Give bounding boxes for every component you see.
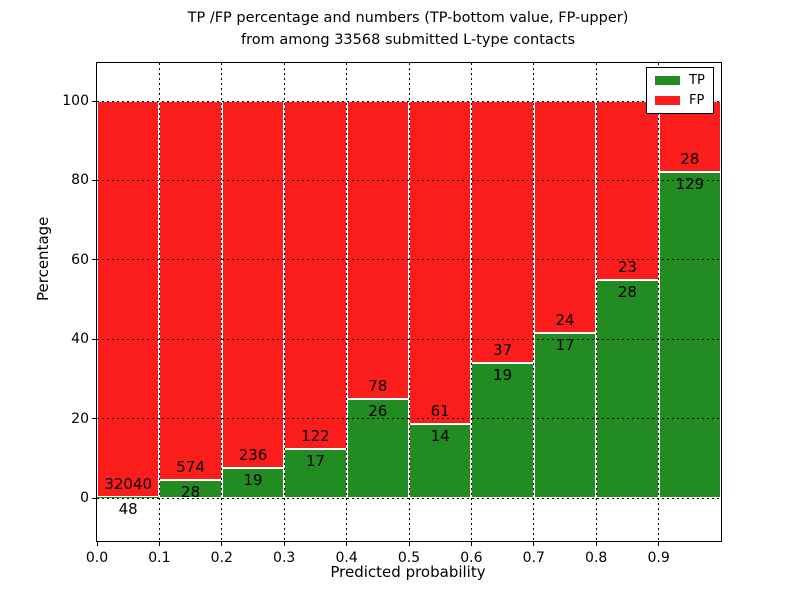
x-tick-label: 0.9 bbox=[647, 550, 670, 566]
legend-swatch-tp-icon bbox=[655, 76, 680, 85]
bar-count-label-tp: 129 bbox=[675, 174, 705, 193]
y-tick-mark bbox=[92, 497, 97, 499]
gridline-vertical bbox=[470, 63, 472, 541]
bar-segment-tp bbox=[346, 398, 409, 498]
x-tick-mark bbox=[96, 541, 98, 546]
x-tick-mark bbox=[408, 541, 410, 546]
gridline-horizontal bbox=[97, 497, 721, 499]
gridline-vertical bbox=[283, 63, 285, 541]
gridline-vertical bbox=[346, 63, 348, 541]
bar-segment-fp bbox=[159, 101, 222, 480]
y-tick-label: 20 bbox=[71, 410, 89, 427]
x-tick-label: 0.8 bbox=[585, 550, 608, 566]
bar-count-label-tp: 17 bbox=[305, 452, 325, 471]
bar-segment-tp bbox=[221, 468, 285, 498]
y-tick-mark bbox=[92, 418, 97, 420]
bar-count-label-tp: 19 bbox=[493, 366, 513, 385]
x-tick-label: 0.3 bbox=[273, 550, 296, 566]
y-tick-label: 40 bbox=[71, 331, 89, 348]
bar-count-label-tp: 14 bbox=[430, 426, 450, 445]
bar-segment-tp bbox=[596, 280, 659, 498]
y-tick-mark bbox=[92, 338, 97, 340]
y-tick-label: 0 bbox=[80, 490, 89, 506]
x-tick-mark bbox=[346, 541, 348, 546]
bar-segment-tp bbox=[284, 449, 347, 498]
bar-count-label-fp: 78 bbox=[368, 376, 388, 395]
bar-segment-fp bbox=[533, 101, 597, 334]
bar-segment-tp bbox=[471, 363, 534, 498]
bar-count-label-tp: 48 bbox=[118, 500, 138, 519]
bar-segment-fp bbox=[409, 101, 472, 424]
gridline-horizontal bbox=[97, 418, 721, 420]
bar-count-label-fp: 122 bbox=[301, 427, 330, 446]
x-tick-mark bbox=[470, 541, 472, 546]
bar-count-label-tp: 17 bbox=[555, 336, 575, 355]
gridline-vertical bbox=[658, 63, 660, 541]
x-tick-label: 0.2 bbox=[210, 550, 233, 566]
x-tick-mark bbox=[658, 541, 660, 546]
y-tick-mark bbox=[92, 259, 97, 261]
gridline-vertical bbox=[595, 63, 597, 541]
x-tick-mark bbox=[595, 541, 597, 546]
bar-segment-tp bbox=[658, 171, 721, 498]
gridline-horizontal bbox=[97, 179, 721, 181]
bar-count-label-fp: 23 bbox=[617, 258, 637, 277]
legend-item-tp: TP bbox=[655, 74, 705, 87]
legend-item-fp: FP bbox=[655, 94, 705, 107]
bar-count-label-fp: 37 bbox=[493, 341, 513, 360]
gridline-vertical bbox=[408, 63, 410, 541]
bar-count-label-fp: 24 bbox=[555, 311, 575, 330]
chart-title-line1: TP /FP percentage and numbers (TP-bottom… bbox=[187, 10, 629, 26]
x-tick-label: 0.7 bbox=[522, 550, 545, 566]
x-tick-label: 0.1 bbox=[148, 550, 171, 566]
bar-count-label-fp: 574 bbox=[176, 457, 205, 476]
bar-segment-tp bbox=[159, 479, 222, 498]
x-tick-mark bbox=[533, 541, 535, 546]
bar-segment-fp bbox=[284, 101, 347, 450]
bar-count-label-tp: 19 bbox=[243, 471, 263, 490]
bar-count-label-tp: 28 bbox=[617, 283, 637, 302]
x-tick-label: 0.5 bbox=[397, 550, 421, 566]
y-tick-label: 100 bbox=[62, 93, 89, 109]
gridline-horizontal bbox=[97, 100, 721, 102]
bar-count-label-fp: 61 bbox=[430, 401, 450, 420]
chart-title-line2: from among 33568 submitted L-type contac… bbox=[240, 31, 576, 48]
bar-count-label-fp: 32040 bbox=[104, 475, 153, 494]
legend-swatch-fp-icon bbox=[655, 96, 680, 105]
x-tick-label: 0.0 bbox=[85, 550, 109, 566]
bar-segment-fp bbox=[471, 101, 534, 364]
bar-segment-fp bbox=[221, 101, 285, 469]
y-tick-label: 60 bbox=[71, 251, 89, 268]
bar-count-label-fp: 236 bbox=[238, 446, 268, 465]
legend-label-tp: TP bbox=[689, 73, 705, 88]
x-tick-label: 0.4 bbox=[335, 550, 358, 566]
x-tick-mark bbox=[283, 541, 285, 546]
legend: TP FP bbox=[646, 67, 714, 114]
bar-segment-fp bbox=[97, 101, 160, 498]
x-tick-mark bbox=[158, 541, 160, 546]
bar-segment-fp bbox=[596, 101, 659, 281]
bar-count-label-tp: 28 bbox=[181, 482, 201, 501]
legend-label-fp: FP bbox=[689, 93, 705, 108]
bar-segment-tp bbox=[533, 333, 597, 498]
y-tick-label: 80 bbox=[71, 172, 89, 189]
x-axis-label: Predicted probability bbox=[330, 563, 486, 581]
x-tick-mark bbox=[221, 541, 223, 546]
gridline-vertical bbox=[533, 63, 535, 541]
bar-count-label-fp: 28 bbox=[680, 149, 700, 168]
x-tick-label: 0.6 bbox=[460, 550, 483, 566]
bar-count-label-tp: 26 bbox=[368, 401, 388, 420]
bar-segment-tp bbox=[409, 423, 472, 498]
plot-area: 32040 48 574 28 236 19 122 17 78 26 61 14 37 19 24 17 23… bbox=[62, 62, 722, 566]
chart-title: TP /FP percentage and numbers (TP-bottom… bbox=[96, 8, 720, 51]
gridline-horizontal bbox=[97, 338, 721, 340]
y-tick-mark bbox=[92, 100, 97, 102]
gridline-horizontal bbox=[97, 259, 721, 261]
bar-segment-fp bbox=[346, 101, 409, 399]
y-tick-mark bbox=[92, 179, 97, 181]
gridline-vertical bbox=[158, 63, 160, 541]
gridline-vertical bbox=[221, 63, 223, 541]
